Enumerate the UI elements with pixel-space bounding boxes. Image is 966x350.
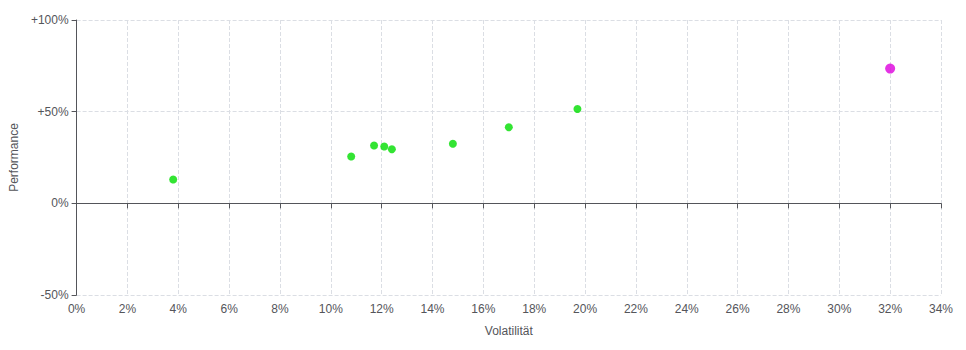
svg-text:Performance: Performance — [7, 123, 21, 192]
svg-text:24%: 24% — [675, 302, 699, 316]
svg-text:+50%: +50% — [38, 105, 69, 119]
svg-text:20%: 20% — [573, 302, 597, 316]
svg-text:32%: 32% — [878, 302, 902, 316]
svg-text:16%: 16% — [471, 302, 495, 316]
svg-text:26%: 26% — [726, 302, 750, 316]
svg-text:6%: 6% — [220, 302, 238, 316]
svg-text:-50%: -50% — [41, 288, 69, 302]
svg-text:2%: 2% — [119, 302, 137, 316]
svg-text:8%: 8% — [271, 302, 289, 316]
svg-text:Volatilität: Volatilität — [485, 324, 534, 338]
svg-text:30%: 30% — [827, 302, 851, 316]
svg-text:22%: 22% — [624, 302, 648, 316]
svg-text:4%: 4% — [170, 302, 188, 316]
svg-text:0%: 0% — [51, 196, 69, 210]
svg-text:14%: 14% — [421, 302, 445, 316]
svg-text:12%: 12% — [370, 302, 394, 316]
svg-text:34%: 34% — [929, 302, 953, 316]
svg-text:+100%: +100% — [31, 13, 69, 27]
svg-text:10%: 10% — [319, 302, 343, 316]
svg-text:18%: 18% — [522, 302, 546, 316]
svg-text:28%: 28% — [776, 302, 800, 316]
svg-text:0%: 0% — [68, 302, 86, 316]
